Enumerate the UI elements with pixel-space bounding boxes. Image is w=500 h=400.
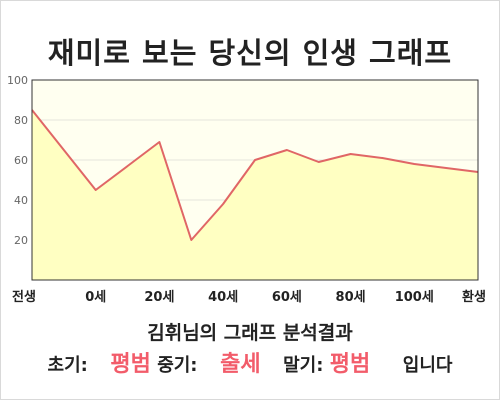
early-label: 초기: <box>47 355 88 376</box>
x-tick-label: 100세 <box>395 290 434 305</box>
y-tick-label: 40 <box>14 194 28 207</box>
middle-label: 중기: <box>157 355 198 376</box>
y-axis-ticks: 20 40 60 80 100 <box>7 74 28 247</box>
x-tick-label: 20세 <box>144 290 174 305</box>
analysis-result: 초기: 평범 중기: 출세 말기: 평범 입니다 <box>0 346 500 378</box>
middle-value: 출세 <box>220 352 261 377</box>
y-tick-label: 60 <box>14 154 28 167</box>
y-tick-label: 20 <box>14 234 28 247</box>
area-fill <box>32 110 478 280</box>
early-value: 평범 <box>110 352 151 377</box>
y-tick-label: 80 <box>14 114 28 127</box>
series-line <box>31 109 479 241</box>
x-tick-label: 0세 <box>85 290 106 305</box>
late-value: 평범 <box>329 352 371 377</box>
x-tick-label: 40세 <box>208 290 238 305</box>
x-tick-label: 80세 <box>336 290 366 305</box>
plot-frame <box>31 79 479 281</box>
chart-title: 재미로 보는 당신의 인생 그래프 <box>47 36 453 70</box>
late-label: 말기: <box>283 355 324 376</box>
ending-text: 입니다 <box>402 355 453 376</box>
x-tick-label: 환생 <box>462 289 486 305</box>
analysis-subtitle: 김휘님의 그래프 분석결과 <box>147 322 353 344</box>
x-axis-ticks: 전생 0세 20세 40세 60세 80세 100세 환생 <box>12 289 486 305</box>
x-tick-label: 전생 <box>12 289 36 305</box>
x-tick-label: 60세 <box>272 290 302 305</box>
y-tick-label: 100 <box>7 74 28 87</box>
